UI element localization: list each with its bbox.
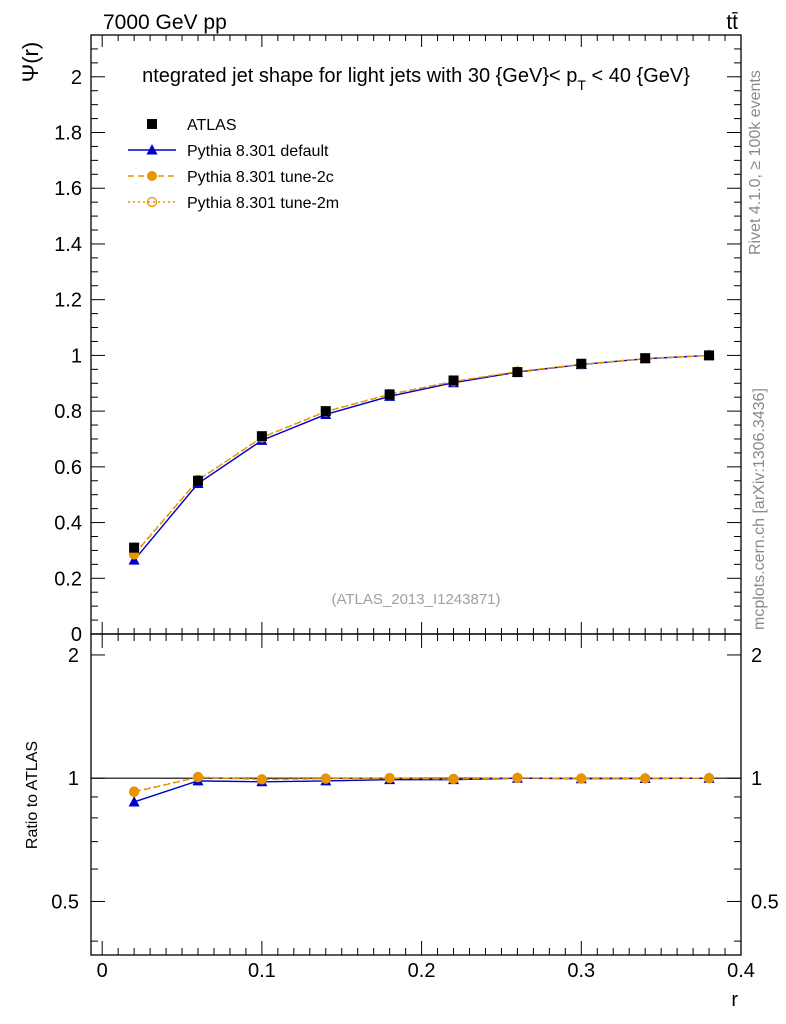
y-tick-label-main: 0.8 (54, 401, 82, 423)
data-point-ratio (384, 772, 395, 784)
ratio-plot-frame (90, 633, 742, 956)
data-point-ratio (576, 773, 587, 784)
data-point-ratio (320, 773, 331, 784)
data-point-main (129, 542, 140, 553)
data-point-main (512, 367, 523, 378)
y-tick-label-main: 1 (71, 345, 82, 367)
y-tick-label-main: 0.6 (54, 457, 82, 479)
title-main-part: ntegrated jet shape for light jets with … (142, 65, 577, 87)
x-tick-label: 0.4 (727, 960, 755, 982)
data-point-main (256, 431, 267, 442)
series-line-ratio (133, 776, 710, 793)
y-tick-label-main: 1.8 (54, 123, 82, 145)
y-tick-label-main: 1.6 (54, 178, 82, 200)
series-line-main (133, 354, 710, 555)
series-line-main (133, 354, 710, 556)
data-point-ratio (576, 773, 587, 784)
data-point-ratio (384, 773, 395, 784)
data-point-ratio (640, 773, 651, 784)
side-label-bottom: mcplots.cern.ch [arXiv:1306.3436] (751, 388, 768, 630)
energy-label: 7000 GeV pp (103, 11, 227, 34)
data-point-ratio (320, 773, 331, 784)
data-point-ratio (512, 772, 523, 783)
data-point-ratio (128, 795, 140, 807)
y-axis-label-main: Ψ(r) (18, 42, 43, 82)
legend-marker (147, 119, 157, 129)
y-tick-label-main: 0.2 (54, 568, 82, 590)
legend-label: Pythia 8.301 tune-2m (187, 195, 339, 212)
data-point-ratio (256, 774, 267, 785)
static-layer: 7000 GeV pp tt̄ Rivet 4.1.0, ≥ 100k even… (103, 11, 768, 630)
legend-label: ATLAS (187, 117, 237, 134)
main-plot-title: ntegrated jet shape for light jets with … (142, 65, 690, 93)
y-tick-label-main: 0 (71, 624, 82, 646)
x-axis-label: r (731, 989, 738, 1011)
data-point-main (448, 375, 459, 386)
data-point-ratio (448, 774, 459, 785)
data-point-ratio (129, 787, 140, 798)
x-tick-label: 0.2 (408, 960, 436, 982)
legend-label: Pythia 8.301 default (187, 143, 329, 160)
side-label-top: Rivet 4.1.0, ≥ 100k events (747, 70, 764, 255)
data-point-ratio (256, 774, 268, 785)
y-tick-label-ratio-left: 0.5 (51, 891, 79, 913)
x-tick-label: 0.3 (567, 960, 595, 982)
x-tick-label: 0.1 (248, 960, 276, 982)
y-tick-label-main: 0.4 (54, 513, 82, 535)
data-point-main (320, 406, 331, 417)
y-tick-label-ratio-right: 1 (751, 768, 762, 790)
data-point-main (704, 350, 715, 361)
data-point-ratio (704, 773, 715, 784)
data-point-main (640, 353, 651, 364)
y-axis-label-ratio: Ratio to ATLAS (24, 741, 41, 849)
data-point-main (576, 358, 587, 369)
y-tick-label-main: 1.4 (54, 234, 82, 256)
data-point-ratio (640, 773, 651, 784)
data-point-ratio (128, 786, 140, 797)
series-line-ratio (133, 777, 710, 803)
legend-marker (146, 196, 158, 208)
title-tail-part: < 40 {GeV} (586, 65, 690, 87)
data-point-main (384, 389, 395, 400)
y-tick-label-ratio-left: 2 (68, 645, 79, 667)
process-label: tt̄ (726, 11, 738, 34)
data-point-ratio (192, 771, 204, 783)
data-point-ratio (193, 772, 204, 783)
y-tick-label-main: 2 (71, 67, 82, 89)
legend-marker (147, 171, 157, 181)
legend-label: Pythia 8.301 tune-2c (187, 169, 334, 186)
data-point-ratio (448, 773, 459, 785)
y-tick-label-main: 1.2 (54, 290, 82, 312)
main-plot: 0 0.2 0.4 0.6 0.8 1 1.2 1.4 1.6 1.8 2 Ψ(r) ntegrated… (18, 34, 742, 646)
title-subscript: T (577, 77, 586, 93)
data-point-ratio (703, 773, 715, 784)
data-point-ratio (512, 772, 523, 783)
data-point-main (193, 475, 204, 486)
ratio-plot: 0 0.1 0.2 0.3 0.4 0.5 0.5 1 1 2 2 Ratio to ATLAS r (24, 633, 779, 1011)
x-tick-label: 0 (97, 960, 108, 982)
analysis-watermark: (ATLAS_2013_I1243871) (331, 591, 500, 608)
legend-marker (146, 144, 158, 155)
y-tick-label-ratio-right: 0.5 (751, 891, 779, 913)
y-tick-label-ratio-right: 2 (751, 645, 762, 667)
y-tick-label-ratio-left: 1 (68, 768, 79, 790)
series-line-main (133, 354, 710, 561)
